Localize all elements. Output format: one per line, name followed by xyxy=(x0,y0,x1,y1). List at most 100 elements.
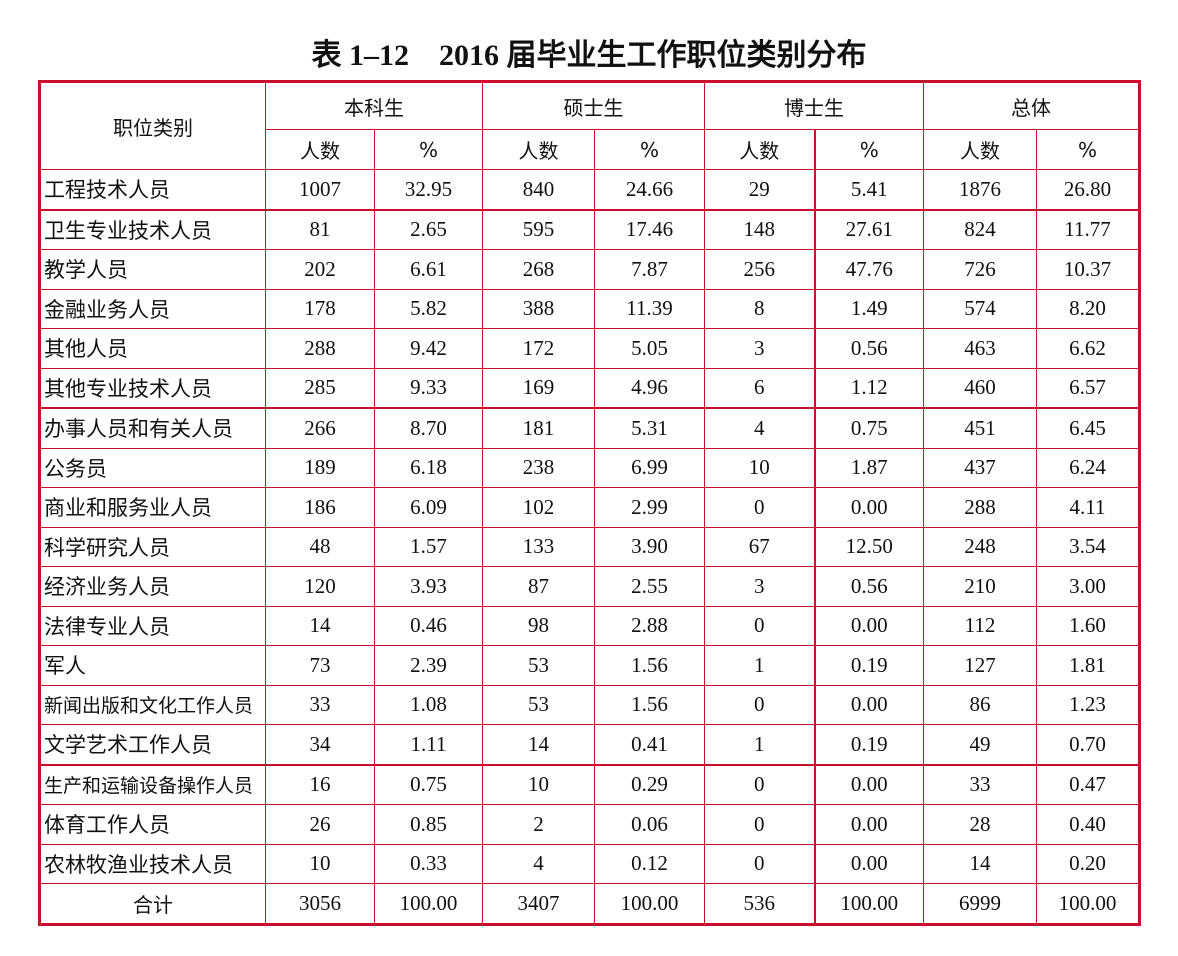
table-cell: 112 xyxy=(923,605,1037,646)
row-label: 经济业务人员 xyxy=(39,566,266,607)
table-cell: 53 xyxy=(482,645,595,686)
table-cell: 172 xyxy=(482,328,595,369)
table-cell: 0.56 xyxy=(813,328,924,369)
row-label: 新闻出版和文化工作人员 xyxy=(39,684,266,725)
row-label: 工程技术人员 xyxy=(39,169,266,211)
table-cell: 1876 xyxy=(923,169,1037,211)
table-cell: 1.57 xyxy=(374,526,483,567)
table-cell: 266 xyxy=(265,407,375,449)
table-cell: 9.42 xyxy=(374,328,483,369)
table-cell: 4 xyxy=(482,843,595,884)
table-cell: 8.70 xyxy=(374,407,483,449)
table-row: 人数% 人数% 人数% 人数% xyxy=(40,129,1140,170)
table-cell: 11.77 xyxy=(1036,209,1140,250)
total-label: 合计 xyxy=(39,883,266,925)
table-cell: 26 xyxy=(265,804,375,845)
table-cell: 6.62 xyxy=(1036,328,1140,369)
table-row: 经济业务人员 120 3.93 87 2.55 3 0.56 210 3.00 xyxy=(39,566,1140,607)
table-cell: 186 xyxy=(265,487,375,528)
table-cell: 288 xyxy=(265,328,375,369)
table-cell: 3407 xyxy=(482,883,595,925)
table-cell: 0 xyxy=(704,804,815,845)
table-cell: 4 xyxy=(704,407,815,449)
table-cell: 0 xyxy=(704,684,815,725)
table-cell: 1 xyxy=(704,724,815,766)
table-row: 合计 3056 100.00 3407 100.00 536 100.00 6999 100.0… xyxy=(39,883,1140,925)
table-cell: 169 xyxy=(482,367,595,409)
table-cell: 3 xyxy=(704,566,815,607)
table-cell: 248 xyxy=(923,526,1037,567)
table-cell: 3 xyxy=(704,328,815,369)
table-row: 文学艺术工作人员 34 1.11 14 0.41 1 0.19 49 0.70 xyxy=(39,724,1140,766)
table-cell: 14 xyxy=(265,605,375,646)
table-cell: 33 xyxy=(265,684,375,725)
table-row: 新闻出版和文化工作人员 33 1.08 53 1.56 0 0.00 86 1.23 xyxy=(39,684,1140,725)
table-cell: 148 xyxy=(704,209,815,250)
table-cell: 120 xyxy=(265,566,375,607)
table-cell: 0.00 xyxy=(813,487,924,528)
table-row: 教学人员 202 6.61 268 7.87 256 47.76 726 10.37 xyxy=(39,249,1140,290)
table-cell: 24.66 xyxy=(594,169,705,211)
table-cell: 1.08 xyxy=(374,684,483,725)
table-cell: 0.70 xyxy=(1036,724,1140,766)
table-cell: 189 xyxy=(265,447,375,488)
row-label: 商业和服务业人员 xyxy=(39,487,266,528)
corner-header: 职位类别 xyxy=(39,81,266,170)
sub-header: % xyxy=(594,129,705,170)
table-cell: 268 xyxy=(482,249,595,290)
table-cell: 100.00 xyxy=(813,883,924,925)
table-cell: 0.00 xyxy=(813,764,924,805)
table-cell: 451 xyxy=(923,407,1037,449)
table-cell: 133 xyxy=(482,526,595,567)
table-cell: 0 xyxy=(704,605,815,646)
table-cell: 2 xyxy=(482,804,595,845)
table-cell: 100.00 xyxy=(1036,883,1140,925)
table-cell: 0.75 xyxy=(374,764,483,805)
table-cell: 1.11 xyxy=(374,724,483,766)
row-label: 法律专业人员 xyxy=(39,605,266,646)
row-label: 卫生专业技术人员 xyxy=(39,209,266,250)
table-cell: 86 xyxy=(923,684,1037,725)
table-cell: 3.93 xyxy=(374,566,483,607)
table-cell: 0.41 xyxy=(594,724,705,766)
table-row: 卫生专业技术人员 81 2.65 595 17.46 148 27.61 824 11.77 xyxy=(39,209,1140,250)
table-cell: 10.37 xyxy=(1036,249,1140,290)
table-cell: 1.56 xyxy=(594,645,705,686)
table-cell: 9.33 xyxy=(374,367,483,409)
group-header: 本科生 xyxy=(265,81,483,130)
table-cell: 0.00 xyxy=(813,684,924,725)
table-cell: 47.76 xyxy=(813,249,924,290)
table-cell: 2.55 xyxy=(594,566,705,607)
table-cell: 2.99 xyxy=(594,487,705,528)
table-cell: 0.00 xyxy=(813,605,924,646)
table-cell: 437 xyxy=(923,447,1037,488)
table-cell: 127 xyxy=(923,645,1037,686)
table-cell: 0.85 xyxy=(374,804,483,845)
table-cell: 0.00 xyxy=(813,804,924,845)
table-cell: 181 xyxy=(482,407,595,449)
sub-header: 人数 xyxy=(923,129,1037,170)
table-cell: 10 xyxy=(482,764,595,805)
table-cell: 3.00 xyxy=(1036,566,1140,607)
table-title: 表 1–12 2016 届毕业生工作职位类别分布 xyxy=(311,39,867,72)
table-cell: 388 xyxy=(482,288,595,329)
table-cell: 6.24 xyxy=(1036,447,1140,488)
table-cell: 178 xyxy=(265,288,375,329)
table-row: 法律专业人员 14 0.46 98 2.88 0 0.00 112 1.60 xyxy=(39,605,1140,646)
row-label: 科学研究人员 xyxy=(39,526,266,567)
table-cell: 7.87 xyxy=(594,249,705,290)
sub-header: % xyxy=(1036,129,1140,170)
table-cell: 53 xyxy=(482,684,595,725)
table-cell: 2.88 xyxy=(594,605,705,646)
table-cell: 0.47 xyxy=(1036,764,1140,805)
table-cell: 6.99 xyxy=(594,447,705,488)
table-cell: 1.60 xyxy=(1036,605,1140,646)
table-cell: 100.00 xyxy=(374,883,483,925)
table-cell: 0.00 xyxy=(813,843,924,884)
row-label: 办事人员和有关人员 xyxy=(39,407,266,449)
table-cell: 0.56 xyxy=(813,566,924,607)
table-cell: 67 xyxy=(704,526,815,567)
table-cell: 288 xyxy=(923,487,1037,528)
table-cell: 2.65 xyxy=(374,209,483,250)
table-cell: 210 xyxy=(923,566,1037,607)
